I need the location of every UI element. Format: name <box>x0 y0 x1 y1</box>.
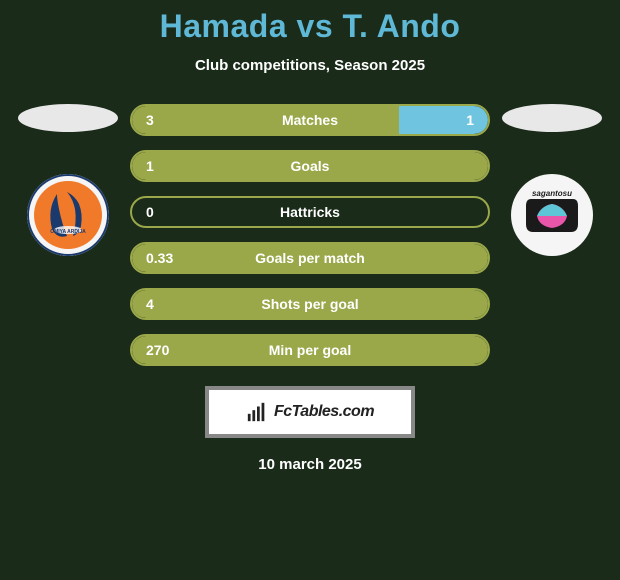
stat-label: Min per goal <box>269 342 351 358</box>
brand-badge-text: FcTables.com <box>274 403 374 421</box>
stat-bar: 0.33 Goals per match <box>130 242 490 274</box>
stat-bar: 4 Shots per goal <box>130 288 490 320</box>
left-ellipse-shape <box>18 104 118 132</box>
svg-text:sagantosu: sagantosu <box>532 189 572 198</box>
stat-bar: 270 Min per goal <box>130 334 490 366</box>
brand-badge[interactable]: FcTables.com <box>205 386 415 438</box>
stat-value-left: 1 <box>146 158 154 174</box>
page-title: Hamada vs T. Ando <box>0 8 620 45</box>
stat-label: Hattricks <box>280 204 340 220</box>
stat-label: Goals <box>291 158 330 174</box>
left-side-column: OMIYA ARDIJA <box>18 104 118 256</box>
right-side-column: sagantosu <box>502 104 602 256</box>
stat-value-right: 1 <box>466 112 474 128</box>
stat-label: Shots per goal <box>261 296 358 312</box>
stat-value-left: 3 <box>146 112 154 128</box>
stat-value-left: 0.33 <box>146 250 173 266</box>
comparison-row: OMIYA ARDIJA 3 1 Matches 1 Goals 0 Hattricks 0.… <box>0 104 620 366</box>
sagan-tosu-logo-icon: sagantosu <box>511 174 593 256</box>
stat-label: Goals per match <box>255 250 365 266</box>
stat-value-left: 270 <box>146 342 169 358</box>
fctables-logo-icon <box>246 401 268 423</box>
stat-value-left: 4 <box>146 296 154 312</box>
stat-bar: 3 1 Matches <box>130 104 490 136</box>
stat-fill-right <box>399 106 488 134</box>
right-ellipse-shape <box>502 104 602 132</box>
stat-bar: 1 Goals <box>130 150 490 182</box>
stat-value-left: 0 <box>146 204 154 220</box>
left-team-logo: OMIYA ARDIJA <box>27 174 109 256</box>
page-subtitle: Club competitions, Season 2025 <box>0 57 620 74</box>
right-team-logo: sagantosu <box>511 174 593 256</box>
date-label: 10 march 2025 <box>0 456 620 473</box>
omiya-ardija-logo-icon: OMIYA ARDIJA <box>27 174 109 256</box>
stat-bar: 0 Hattricks <box>130 196 490 228</box>
stat-fill-left <box>132 106 399 134</box>
stats-column: 3 1 Matches 1 Goals 0 Hattricks 0.33 Goals per m… <box>130 104 490 366</box>
stat-label: Matches <box>282 112 338 128</box>
svg-text:OMIYA ARDIJA: OMIYA ARDIJA <box>50 229 86 235</box>
